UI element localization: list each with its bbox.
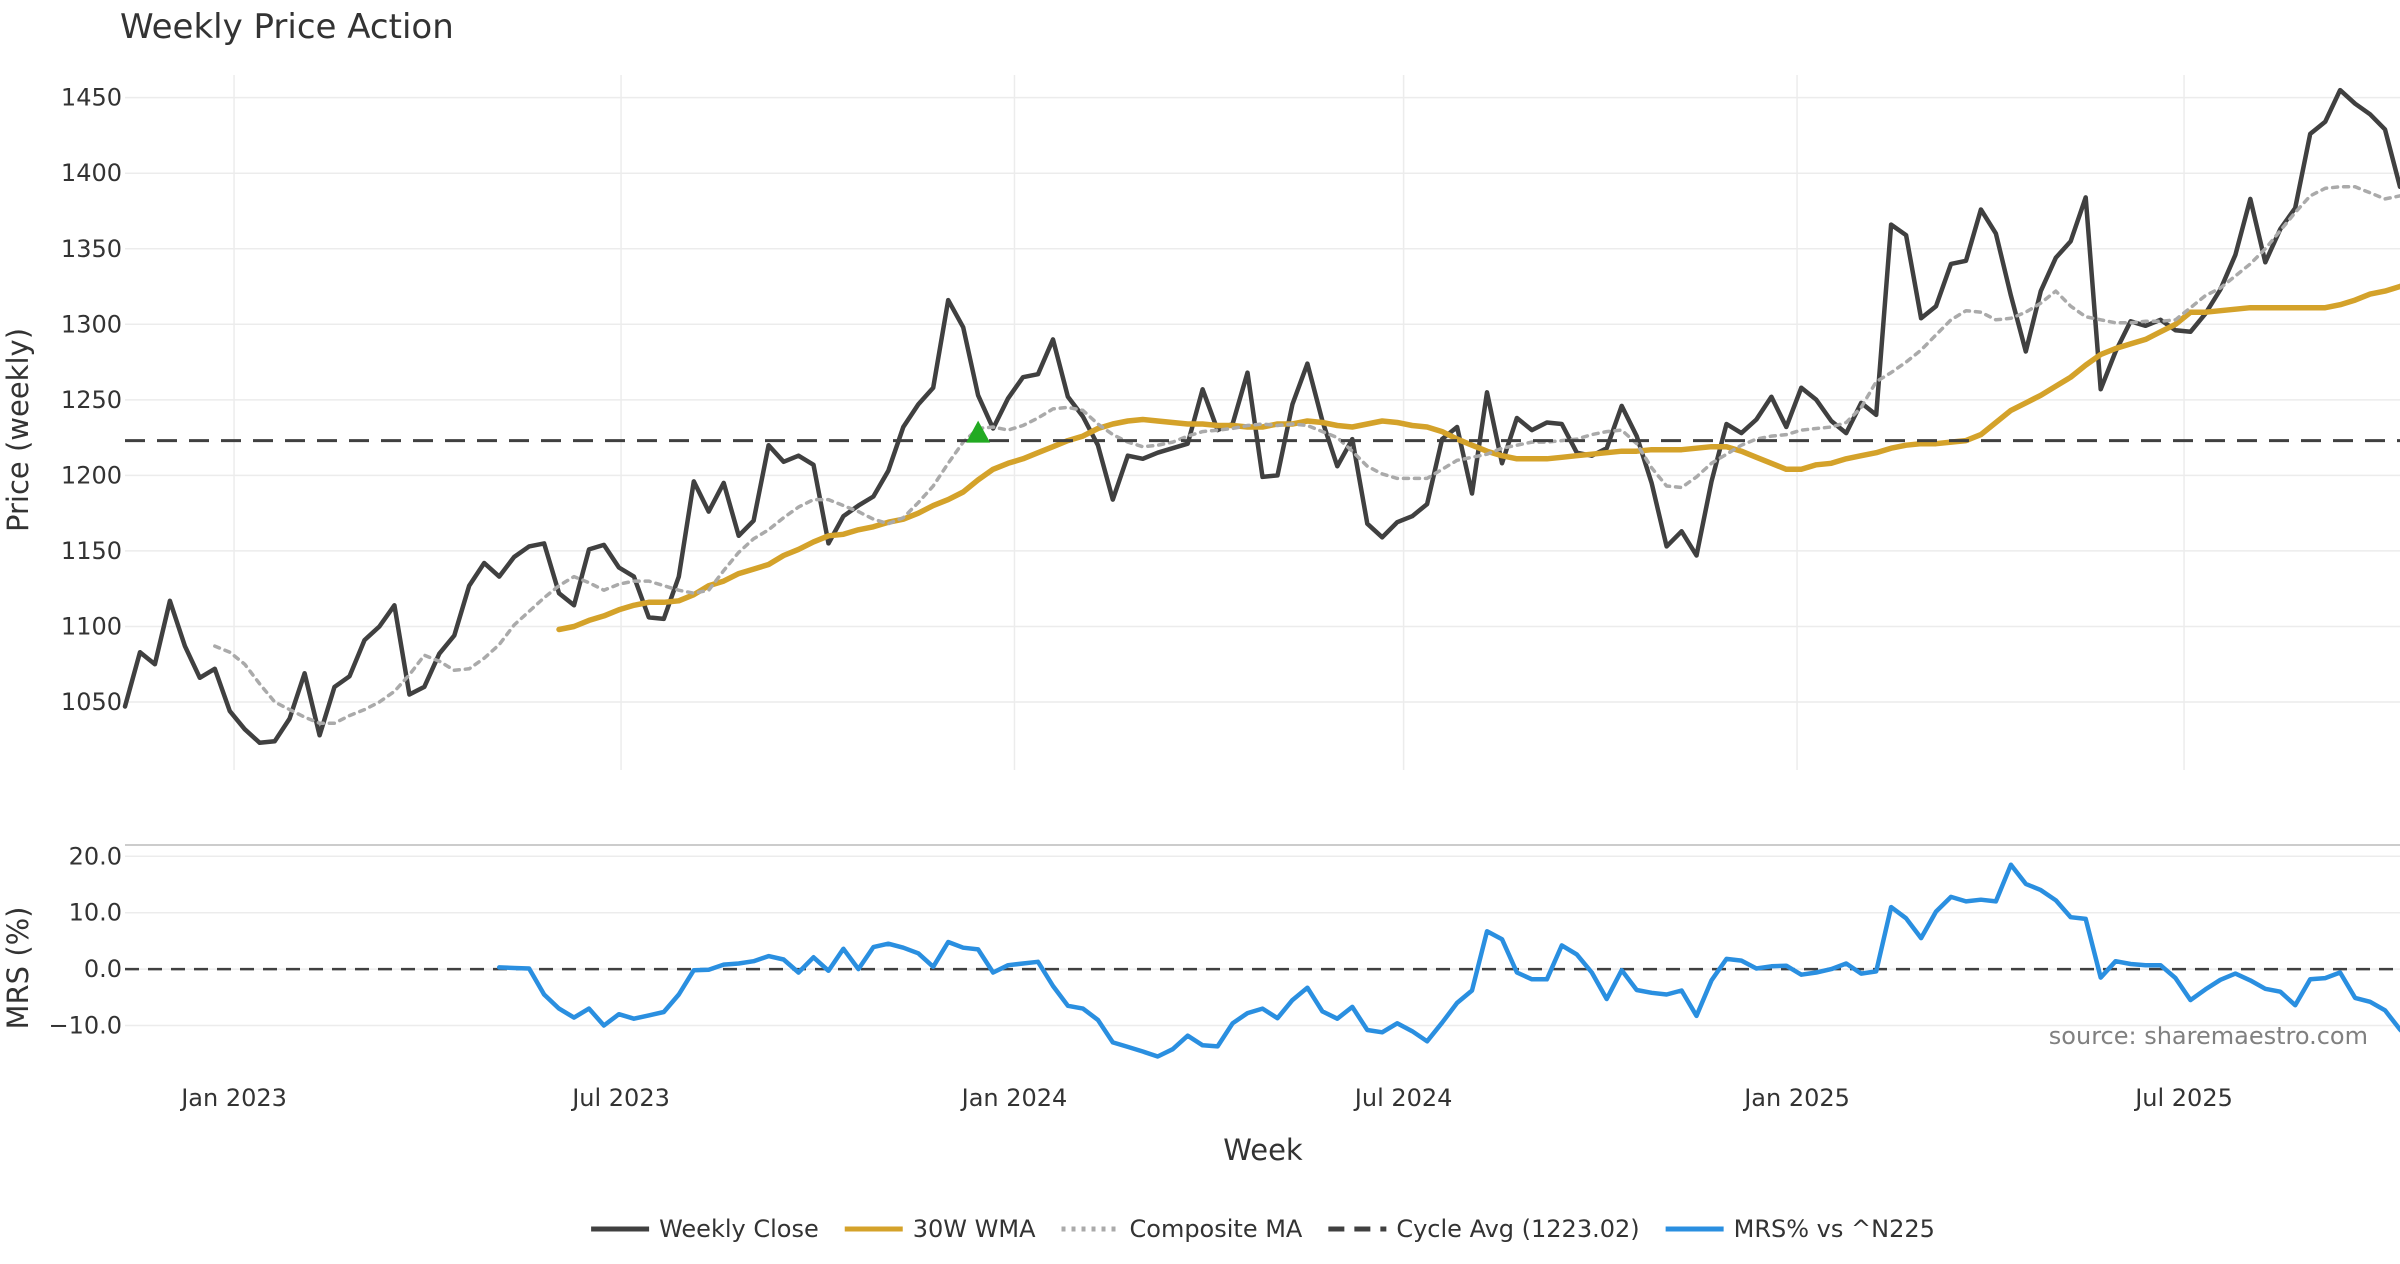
mrs-tick-label: 10.0 [69, 899, 122, 927]
source-label: source: sharemaestro.com [2049, 1022, 2368, 1050]
price-tick-label: 1150 [61, 537, 122, 565]
x-tick-label: Jul 2025 [2133, 1084, 2233, 1112]
mrs-axis-label: MRS (%) [1, 907, 35, 1030]
price-tick-label: 1200 [61, 461, 122, 489]
signal-marker [966, 420, 991, 443]
series-layer [122, 87, 2400, 1059]
mrs-tick-label: 20.0 [69, 842, 122, 870]
price-tick-label: 1450 [61, 84, 122, 112]
mrs-line [496, 862, 2400, 1059]
x-tick-label: Jul 2024 [1353, 1084, 1453, 1112]
price-tick-label: 1300 [61, 310, 122, 338]
legend-label: MRS% vs ^N225 [1734, 1215, 1935, 1243]
price-tick-label: 1400 [61, 159, 122, 187]
chart-title: Weekly Price Action [120, 7, 454, 47]
price-axis-label: Price (weekly) [1, 328, 35, 532]
price-tick-label: 1250 [61, 386, 122, 414]
x-axis-label: Week [1223, 1133, 1303, 1167]
x-tick-label: Jul 2023 [570, 1084, 670, 1112]
price-tick-label: 1100 [61, 612, 122, 640]
legend-label: 30W WMA [913, 1215, 1036, 1243]
legend: Weekly Close 30W WMA Composite MA Cycle Avg… [591, 1215, 1935, 1243]
x-tick-label: Jan 2025 [1742, 1084, 1850, 1112]
weekly-close-line [122, 87, 2400, 746]
legend-label: Weekly Close [659, 1215, 819, 1243]
legend-label: Composite MA [1130, 1215, 1303, 1243]
composite-ma-line [213, 185, 2400, 725]
price-tick-label: 1350 [61, 235, 122, 263]
x-tick-label: Jan 2024 [960, 1084, 1068, 1112]
price-tick-label: 1050 [61, 688, 122, 716]
mrs-tick-label: −10.0 [48, 1012, 122, 1040]
x-tick-label: Jan 2023 [179, 1084, 287, 1112]
axis-layer: 1050 1100 1150 1200 1250 1300 1350 1400 1450 20.0… [48, 84, 2232, 1112]
legend-label: Cycle Avg (1223.02) [1396, 1215, 1639, 1243]
mrs-tick-label: 0.0 [84, 955, 122, 983]
